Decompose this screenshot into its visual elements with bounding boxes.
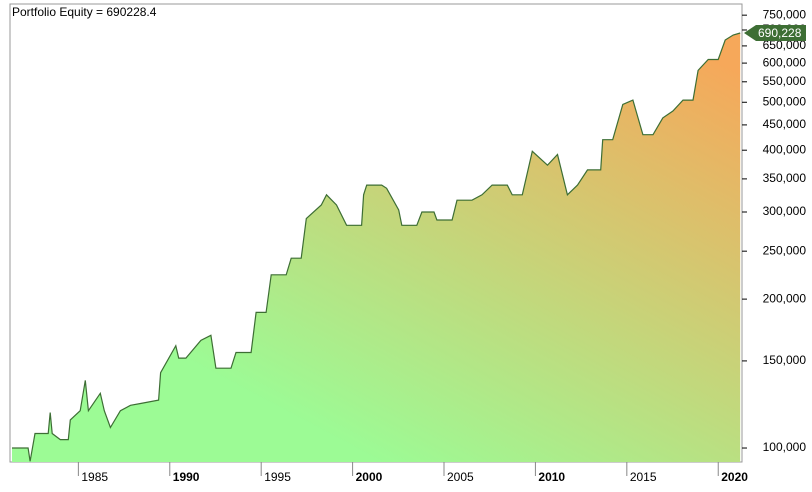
y-tick-label: 300,000 xyxy=(763,204,807,218)
y-tick-label: 200,000 xyxy=(763,291,807,305)
x-tick-label: 2020 xyxy=(721,470,748,484)
y-tick-label: 500,000 xyxy=(763,94,807,108)
y-tick-label: 650,000 xyxy=(763,38,807,52)
y-tick-label: 600,000 xyxy=(763,55,807,69)
y-tick-label: 400,000 xyxy=(763,142,807,156)
x-tick-label: 1985 xyxy=(81,470,108,484)
y-tick-label: 750,000 xyxy=(763,7,807,21)
y-tick-label: 250,000 xyxy=(763,243,807,257)
x-tick-label: 1995 xyxy=(264,470,291,484)
chart-title: Portfolio Equity = 690228.4 xyxy=(12,5,157,19)
last-value-label: 690,228 xyxy=(758,26,802,40)
x-tick-label: 2000 xyxy=(356,470,383,484)
x-tick-label: 2010 xyxy=(538,470,565,484)
y-tick-label: 550,000 xyxy=(763,74,807,88)
x-tick-label: 2015 xyxy=(630,470,657,484)
y-tick-label: 100,000 xyxy=(763,440,807,454)
equity-line xyxy=(12,32,741,462)
y-tick-label: 350,000 xyxy=(763,171,807,185)
y-tick-label: 150,000 xyxy=(763,353,807,367)
area-fill xyxy=(12,33,741,462)
y-tick-label: 450,000 xyxy=(763,117,807,131)
x-tick-label: 1990 xyxy=(173,470,200,484)
last-value-marker xyxy=(744,25,806,42)
x-tick-label: 2005 xyxy=(447,470,474,484)
